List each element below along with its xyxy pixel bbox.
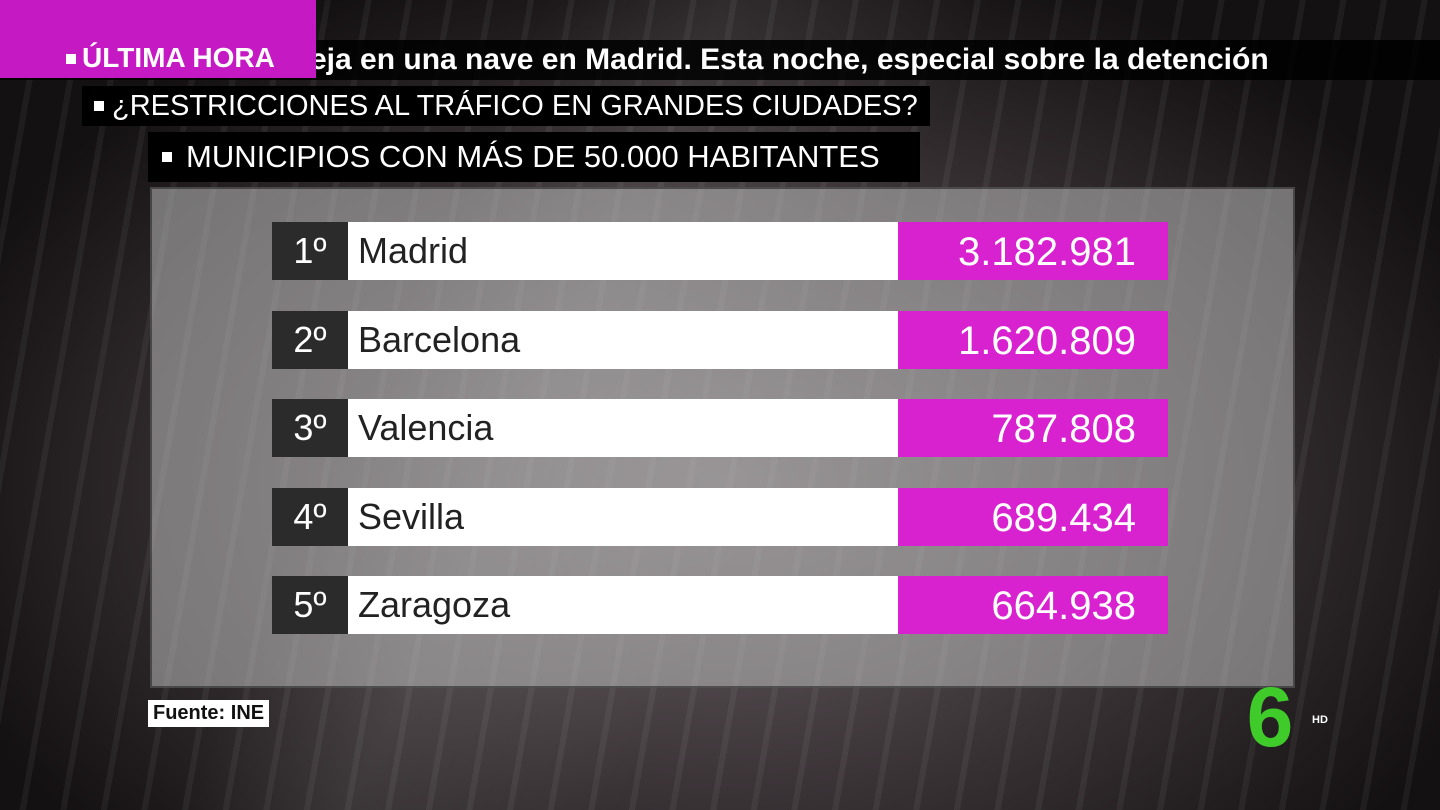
city-cell: Madrid xyxy=(348,222,898,280)
value-cell: 1.620.809 xyxy=(898,310,1168,369)
source: Fuente: INE xyxy=(148,700,270,727)
channel-logo: 6 xyxy=(1246,670,1294,764)
city-cell: Barcelona xyxy=(348,310,898,369)
value-cell: 3.182.981 xyxy=(898,222,1168,280)
headline-text: ¿RESTRICCIONES AL TRÁFICO EN GRANDES CIU… xyxy=(112,90,918,122)
rank-cell: 5º xyxy=(272,576,348,634)
hd-badge: HD xyxy=(1312,714,1328,726)
rank-cell: 2º xyxy=(272,310,348,369)
city-cell: Valencia xyxy=(348,399,898,457)
rank-cell: 1º xyxy=(272,222,348,280)
table-title: MUNICIPIOS CON MÁS DE 50.000 HABITANTES xyxy=(148,132,920,182)
breaking-label: ÚLTIMA HORA xyxy=(82,42,275,73)
breaking-tag: ÚLTIMA HORA xyxy=(0,0,316,78)
rank-cell: 4º xyxy=(272,487,348,546)
rank-cell: 3º xyxy=(272,399,348,457)
city-cell: Zaragoza xyxy=(348,576,898,634)
value-cell: 664.938 xyxy=(898,576,1168,634)
headline: ¿RESTRICCIONES AL TRÁFICO EN GRANDES CIU… xyxy=(82,86,930,126)
city-cell: Sevilla xyxy=(348,487,898,546)
ticker-text: eja en una nave en Madrid. Esta noche, e… xyxy=(310,43,1269,76)
table-title-text: MUNICIPIOS CON MÁS DE 50.000 HABITANTES xyxy=(186,139,880,174)
value-cell: 787.808 xyxy=(898,399,1168,457)
value-cell: 689.434 xyxy=(898,487,1168,546)
